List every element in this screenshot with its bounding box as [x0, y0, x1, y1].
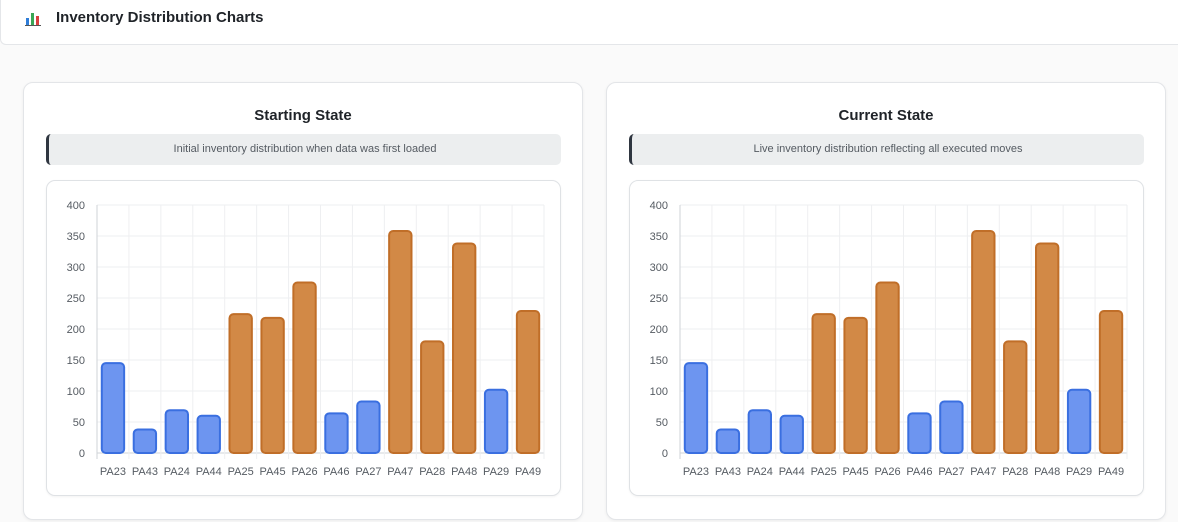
y-tick-label: 300 [67, 262, 85, 274]
bar-pa46[interactable] [324, 412, 349, 455]
panel-title: Current State [838, 107, 934, 124]
bar-pa48[interactable] [1035, 242, 1060, 454]
bar-pa24[interactable] [747, 409, 772, 454]
x-tick-label: PA25 [811, 466, 837, 478]
bar-pa44[interactable] [779, 414, 804, 455]
starting-state-chart: 0 50 100 150 200 250 300 350 400 PA23 PA43 PA24 PA44… [46, 180, 561, 496]
x-tick-label: PA24 [164, 466, 190, 478]
bar-pa45[interactable] [260, 316, 285, 454]
page-title: Inventory Distribution Charts [56, 9, 264, 26]
x-tick-label: PA27 [355, 466, 381, 478]
y-tick-label: 400 [650, 200, 668, 212]
x-tick-label: PA43 [715, 466, 741, 478]
bar-pa29[interactable] [1066, 388, 1092, 454]
y-tick-label: 250 [650, 293, 668, 305]
y-tick-label: 200 [67, 324, 85, 336]
x-tick-label: PA28 [419, 466, 445, 478]
bar-pa28[interactable] [1003, 340, 1028, 454]
x-tick-label: PA28 [1002, 466, 1028, 478]
bar-pa27[interactable] [356, 400, 381, 454]
bar-pa47[interactable] [388, 230, 413, 455]
x-tick-label: PA46 [323, 466, 349, 478]
bar-chart-icon [25, 10, 41, 26]
bar-pa23[interactable] [683, 362, 709, 455]
x-tick-label: PA23 [100, 466, 126, 478]
x-tick-label: PA45 [260, 466, 286, 478]
y-tick-label: 0 [79, 448, 85, 460]
bar-pa46[interactable] [907, 412, 932, 455]
x-tick-label: PA23 [683, 466, 709, 478]
bar-pa49[interactable] [515, 310, 541, 454]
current-state-chart: 0 50 100 150 200 250 300 350 400 PA23 PA43 PA24 PA44… [629, 180, 1144, 496]
y-tick-label: 400 [67, 200, 85, 212]
x-tick-label: PA49 [1098, 466, 1124, 478]
x-tick-label: PA27 [938, 466, 964, 478]
panel-title: Starting State [254, 107, 352, 124]
x-tick-label: PA24 [747, 466, 773, 478]
x-tick-label: PA29 [483, 466, 509, 478]
x-tick-label: PA48 [1034, 466, 1060, 478]
x-tick-label: PA26 [874, 466, 900, 478]
bar-pa24[interactable] [164, 409, 189, 454]
bar-pa27[interactable] [939, 400, 964, 454]
bar-pa26[interactable] [875, 281, 900, 454]
y-tick-label: 50 [73, 417, 85, 429]
bar-pa44[interactable] [196, 414, 221, 455]
header-bar: Inventory Distribution Charts [0, 0, 1178, 45]
panel-description: Live inventory distribution reflecting a… [629, 134, 1144, 165]
x-tick-label: PA29 [1066, 466, 1092, 478]
x-tick-label: PA44 [196, 466, 222, 478]
y-tick-label: 250 [67, 293, 85, 305]
current-state-panel: Current State Live inventory distributio… [606, 82, 1166, 520]
bar-pa49[interactable] [1098, 310, 1124, 454]
x-tick-label: PA26 [291, 466, 317, 478]
x-tick-label: PA45 [843, 466, 869, 478]
x-tick-label: PA43 [132, 466, 158, 478]
x-tick-label: PA44 [779, 466, 805, 478]
y-tick-label: 100 [67, 386, 85, 398]
y-tick-label: 300 [650, 262, 668, 274]
y-tick-label: 200 [650, 324, 668, 336]
starting-state-panel: Starting State Initial inventory distrib… [23, 82, 583, 520]
y-tick-label: 350 [67, 231, 85, 243]
bar-pa29[interactable] [483, 388, 509, 454]
bar-pa48[interactable] [452, 242, 477, 454]
y-tick-label: 50 [656, 417, 668, 429]
x-tick-label: PA48 [451, 466, 477, 478]
bar-pa23[interactable] [100, 362, 126, 455]
y-tick-label: 150 [67, 355, 85, 367]
bar-pa25[interactable] [811, 313, 836, 454]
bar-chart: 0 50 100 150 200 250 300 350 400 PA23 PA43 PA24 PA44… [67, 200, 545, 478]
bar-pa45[interactable] [843, 316, 868, 454]
bar-pa28[interactable] [420, 340, 445, 454]
bar-pa43[interactable] [715, 428, 741, 455]
x-tick-label: PA49 [515, 466, 541, 478]
bar-pa47[interactable] [971, 230, 996, 455]
bar-pa25[interactable] [228, 313, 253, 454]
bar-pa43[interactable] [132, 428, 158, 455]
bar-pa26[interactable] [292, 281, 317, 454]
y-tick-label: 0 [662, 448, 668, 460]
y-tick-label: 100 [650, 386, 668, 398]
y-tick-label: 150 [650, 355, 668, 367]
y-tick-label: 350 [650, 231, 668, 243]
bar-chart: 0 50 100 150 200 250 300 350 400 PA23 PA43 PA24 PA44… [650, 200, 1128, 478]
x-tick-label: PA46 [906, 466, 932, 478]
x-tick-label: PA25 [228, 466, 254, 478]
x-tick-label: PA47 [387, 466, 413, 478]
panel-description: Initial inventory distribution when data… [46, 134, 561, 165]
x-tick-label: PA47 [970, 466, 996, 478]
